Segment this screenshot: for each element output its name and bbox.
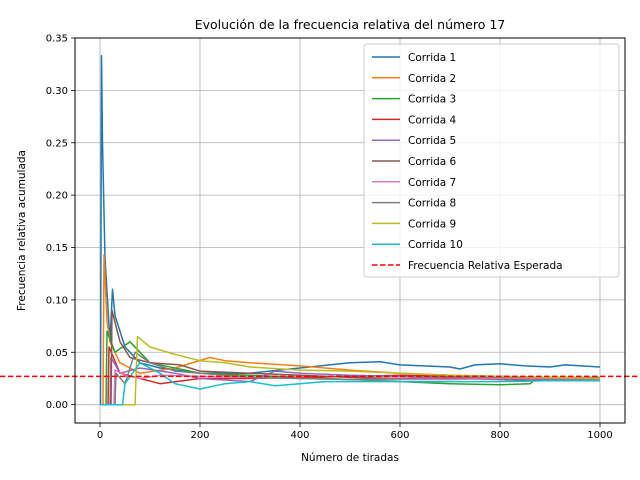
legend-label: Corrida 10 bbox=[408, 239, 463, 251]
x-axis: 0 200 400 600 800 1000 bbox=[97, 423, 613, 441]
y-axis-label: Frecuencia relativa acumulada bbox=[16, 150, 28, 311]
y-tick-label: 0.10 bbox=[46, 295, 68, 306]
x-tick-label: 400 bbox=[290, 430, 309, 441]
legend: Corrida 1 Corrida 2 Corrida 3 Corrida 4 Corr… bbox=[363, 43, 620, 278]
plot-frame bbox=[74, 37, 626, 424]
plot-lines bbox=[99, 55, 601, 406]
legend-label: Corrida 5 bbox=[408, 135, 456, 147]
legend-label: Corrida 3 bbox=[408, 94, 456, 106]
series-line-corrida-8 bbox=[100, 351, 600, 406]
y-axis: 0.00 0.05 0.10 0.15 0.20 0.25 0.30 0.35 bbox=[46, 34, 75, 411]
y-tick-label: 0.25 bbox=[46, 138, 68, 149]
y-tick-label: 0.30 bbox=[46, 86, 68, 97]
legend-label: Corrida 2 bbox=[408, 73, 456, 85]
series-line-corrida-10 bbox=[100, 362, 600, 406]
legend-box bbox=[363, 43, 620, 278]
y-tick-label: 0.00 bbox=[46, 400, 68, 411]
x-tick-label: 1000 bbox=[587, 430, 612, 441]
legend-label: Corrida 4 bbox=[408, 114, 457, 126]
x-axis-label: Número de tiradas bbox=[301, 452, 399, 464]
legend-label: Corrida 6 bbox=[408, 156, 457, 168]
legend-label: Corrida 9 bbox=[408, 218, 456, 230]
legend-label: Corrida 8 bbox=[408, 198, 456, 210]
legend-label: Corrida 7 bbox=[408, 177, 456, 189]
legend-label: Corrida 1 bbox=[408, 52, 456, 64]
y-tick-label: 0.05 bbox=[46, 348, 68, 359]
y-tick-label: 0.20 bbox=[46, 191, 68, 202]
chart-title: Evolución de la frecuencia relativa del … bbox=[195, 17, 506, 32]
y-tick-label: 0.35 bbox=[46, 34, 68, 45]
legend-label: Frecuencia Relativa Esperada bbox=[408, 260, 563, 272]
x-tick-label: 200 bbox=[190, 430, 209, 441]
x-tick-label: 800 bbox=[490, 430, 509, 441]
x-tick-label: 0 bbox=[97, 430, 103, 441]
x-tick-label: 600 bbox=[390, 430, 409, 441]
y-tick-label: 0.15 bbox=[46, 243, 68, 254]
